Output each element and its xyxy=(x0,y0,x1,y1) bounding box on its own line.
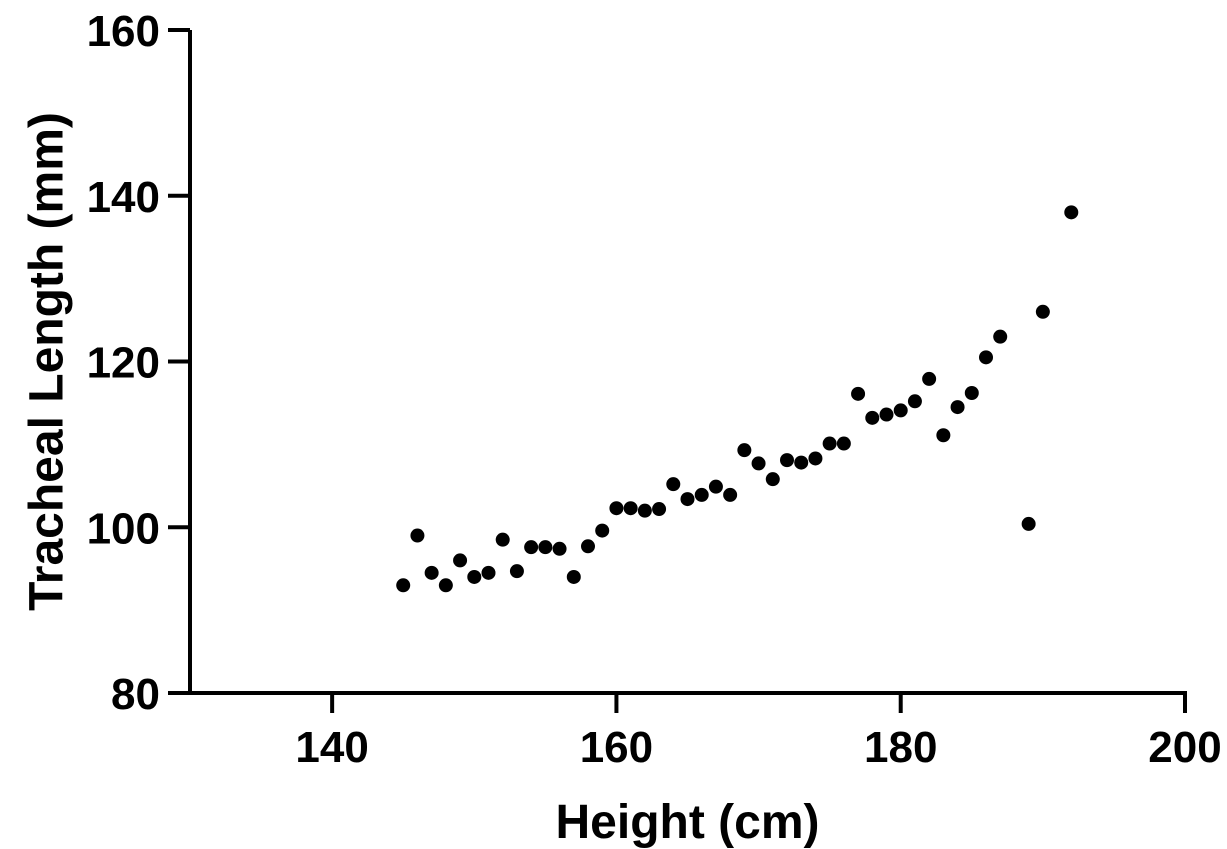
data-point xyxy=(694,487,709,502)
data-point xyxy=(1035,304,1050,319)
data-point xyxy=(623,501,638,516)
x-axis-label: Height (cm) xyxy=(556,796,820,849)
data-point xyxy=(1021,516,1036,531)
data-point xyxy=(410,528,425,543)
data-points xyxy=(396,205,1079,593)
y-axis-ticks: 80 100 120 140 160 xyxy=(87,7,190,719)
data-point xyxy=(438,578,453,593)
data-point xyxy=(595,523,610,538)
data-point xyxy=(424,565,439,580)
data-point xyxy=(609,501,624,516)
data-point xyxy=(680,492,695,507)
data-point xyxy=(566,569,581,584)
data-point xyxy=(481,565,496,580)
data-point xyxy=(879,407,894,422)
y-tick-label: 120 xyxy=(87,339,160,388)
data-point xyxy=(666,477,681,492)
data-point xyxy=(780,453,794,468)
data-point xyxy=(708,479,723,494)
data-point xyxy=(964,385,979,400)
y-tick-label: 140 xyxy=(87,173,160,222)
data-point xyxy=(907,394,922,409)
data-point xyxy=(979,350,993,365)
data-point xyxy=(467,569,482,584)
data-point xyxy=(836,436,851,451)
data-point xyxy=(495,532,510,547)
data-point xyxy=(808,451,823,466)
data-point xyxy=(737,443,752,458)
x-tick-label: 160 xyxy=(580,723,653,772)
data-point xyxy=(922,371,937,386)
y-tick-label: 160 xyxy=(87,7,160,56)
data-point xyxy=(765,472,780,487)
data-point xyxy=(822,436,837,451)
data-point xyxy=(524,540,539,555)
data-point xyxy=(552,541,567,556)
data-point xyxy=(637,503,652,518)
data-point xyxy=(865,410,880,425)
data-point xyxy=(723,487,738,502)
data-point xyxy=(794,455,809,470)
data-point xyxy=(751,456,766,471)
data-point xyxy=(538,540,553,555)
data-point xyxy=(1064,205,1079,220)
y-tick-label: 80 xyxy=(111,670,160,719)
data-point xyxy=(581,539,595,554)
data-point xyxy=(936,428,951,443)
x-axis-ticks: 140 160 180 200 xyxy=(295,693,1222,772)
y-tick-label: 100 xyxy=(87,504,160,553)
data-point xyxy=(993,329,1008,344)
x-tick-label: 180 xyxy=(864,723,937,772)
x-tick-label: 200 xyxy=(1148,723,1221,772)
data-point xyxy=(396,578,411,593)
data-point xyxy=(652,502,667,517)
x-tick-label: 140 xyxy=(295,723,368,772)
y-axis-label: Tracheal Length (mm) xyxy=(21,112,74,611)
data-point xyxy=(453,553,468,568)
axes xyxy=(188,30,1187,695)
data-point xyxy=(950,400,965,415)
data-point xyxy=(509,564,524,579)
data-point xyxy=(851,386,866,401)
data-point xyxy=(893,403,908,418)
